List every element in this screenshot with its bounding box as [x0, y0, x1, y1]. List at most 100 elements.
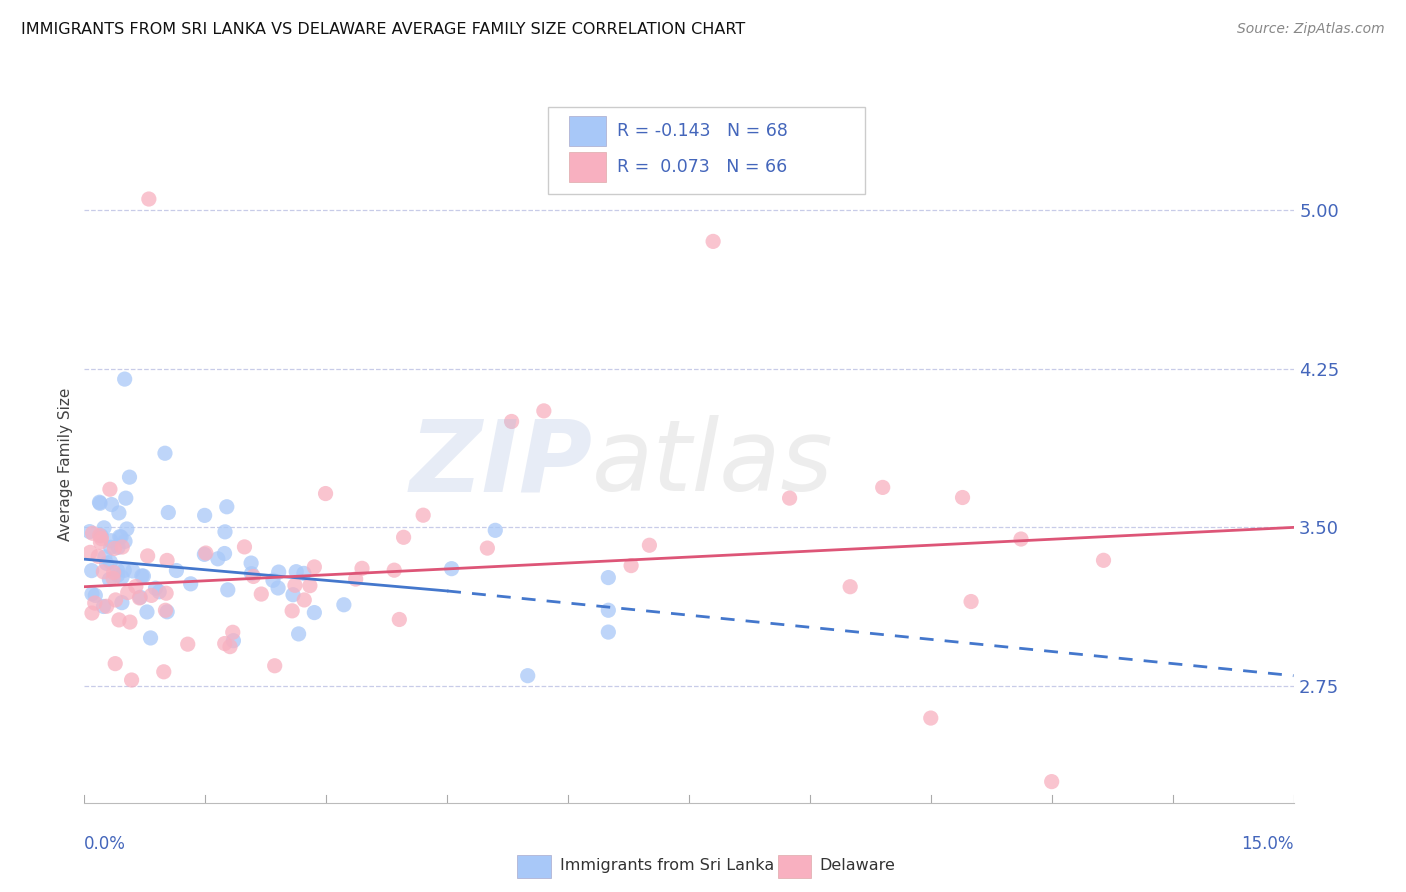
Point — [344, 572, 367, 586]
Point — [219, 640, 242, 654]
Point — [118, 615, 141, 629]
Point — [263, 658, 285, 673]
Point — [214, 547, 236, 561]
Point — [156, 553, 179, 567]
Point — [392, 530, 415, 544]
Point — [89, 535, 111, 549]
Text: 15.0%: 15.0% — [1241, 835, 1294, 853]
Point — [287, 627, 309, 641]
Point — [292, 593, 315, 607]
Point — [111, 596, 134, 610]
Point — [108, 506, 131, 520]
Text: Source: ZipAtlas.com: Source: ZipAtlas.com — [1237, 22, 1385, 37]
Point — [298, 579, 321, 593]
Point — [222, 633, 245, 648]
Point — [101, 571, 124, 585]
Point — [112, 563, 135, 577]
Text: IMMIGRANTS FROM SRI LANKA VS DELAWARE AVERAGE FAMILY SIZE CORRELATION CHART: IMMIGRANTS FROM SRI LANKA VS DELAWARE AV… — [21, 22, 745, 37]
Point — [136, 549, 159, 563]
Point — [90, 529, 112, 543]
Point — [501, 414, 523, 429]
Point — [87, 549, 110, 564]
Point — [118, 470, 141, 484]
Point — [132, 569, 155, 583]
Point — [80, 587, 103, 601]
Point — [222, 625, 245, 640]
Point — [145, 581, 167, 595]
Point — [121, 564, 143, 578]
Point — [702, 235, 724, 249]
Point — [217, 582, 239, 597]
Point — [98, 573, 121, 587]
Point — [267, 581, 290, 595]
Point — [155, 603, 177, 617]
Point — [80, 564, 103, 578]
Text: R = -0.143   N = 68: R = -0.143 N = 68 — [617, 122, 789, 140]
Point — [114, 491, 136, 505]
Point — [284, 578, 307, 592]
Point — [333, 598, 356, 612]
Point — [304, 560, 326, 574]
Point — [304, 606, 326, 620]
Text: 0.0%: 0.0% — [84, 835, 127, 853]
Point — [84, 588, 107, 602]
Point — [98, 482, 121, 496]
Point — [382, 563, 405, 577]
Point — [960, 594, 983, 608]
Point — [242, 569, 264, 583]
Point — [107, 563, 129, 577]
Point — [214, 636, 236, 650]
Text: ZIP: ZIP — [409, 416, 592, 512]
Point — [148, 584, 170, 599]
Point — [91, 565, 114, 579]
Point — [107, 568, 129, 582]
Point — [107, 541, 129, 555]
Point — [1092, 553, 1115, 567]
Point — [104, 593, 127, 607]
Point — [152, 665, 174, 679]
Point — [114, 372, 136, 386]
Point — [194, 508, 217, 523]
Point — [121, 673, 143, 687]
Point — [155, 586, 177, 600]
Point — [129, 591, 152, 605]
Point — [281, 588, 304, 602]
Point — [598, 571, 620, 585]
Point — [281, 604, 304, 618]
Point — [131, 569, 153, 583]
Point — [111, 570, 134, 584]
Point — [108, 613, 131, 627]
Point — [138, 192, 160, 206]
Point — [194, 546, 217, 560]
Point — [207, 551, 229, 566]
Point — [89, 495, 111, 509]
Point — [598, 603, 620, 617]
Point — [103, 541, 125, 556]
Point — [952, 491, 974, 505]
Point — [1010, 532, 1032, 546]
Point — [100, 555, 122, 569]
Point — [110, 530, 132, 544]
Point — [96, 599, 118, 614]
Point — [89, 528, 111, 542]
Point — [83, 596, 105, 610]
Point — [128, 591, 150, 605]
Point — [214, 524, 236, 539]
Point — [285, 565, 308, 579]
Point — [440, 562, 463, 576]
Point — [350, 561, 373, 575]
Point — [79, 524, 101, 539]
Point — [292, 566, 315, 581]
Y-axis label: Average Family Size: Average Family Size — [58, 387, 73, 541]
Point — [125, 579, 148, 593]
Point — [141, 588, 163, 602]
Point — [89, 496, 111, 510]
Point — [533, 404, 555, 418]
Point — [82, 526, 104, 541]
Point — [100, 541, 122, 555]
Point — [165, 564, 187, 578]
Text: R =  0.073   N = 66: R = 0.073 N = 66 — [617, 158, 787, 176]
Point — [117, 585, 139, 599]
Text: Immigrants from Sri Lanka: Immigrants from Sri Lanka — [560, 858, 773, 872]
Point — [111, 540, 134, 554]
